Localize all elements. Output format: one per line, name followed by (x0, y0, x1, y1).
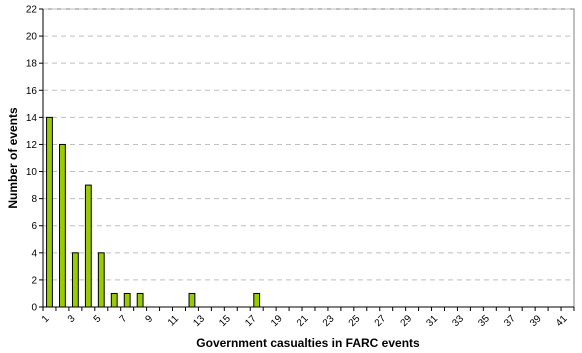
x-tick-label: 29 (399, 313, 415, 329)
x-tick-label: 17 (243, 313, 259, 329)
x-tick-label: 25 (347, 313, 363, 329)
x-tick-label: 39 (528, 313, 544, 329)
bar (110, 292, 118, 308)
y-tick-label: 20 (26, 32, 38, 43)
y-tick-labels: 0 2 4 6 8 10 12 14 16 18 20 22 (26, 5, 43, 314)
y-tick-label: 0 (31, 303, 37, 314)
x-tick-label: 41 (554, 313, 570, 329)
x-tick-label: 35 (476, 313, 492, 329)
gridlines (43, 8, 574, 281)
bar (188, 292, 196, 308)
x-tick-label: 11 (166, 313, 181, 328)
y-tick-label: 6 (31, 221, 37, 232)
x-axis-title: Government casualties in FARC events (196, 336, 420, 350)
y-tick-label: 16 (26, 86, 38, 97)
x-tick-label: 37 (502, 313, 518, 329)
x-tick-label: 1 (40, 313, 52, 325)
bar (84, 184, 92, 308)
bar (59, 143, 66, 308)
bar (46, 116, 53, 308)
x-tick-label: 23 (321, 313, 337, 329)
x-tick-label: 5 (92, 313, 104, 325)
bar (136, 292, 144, 308)
y-axis-title: Number of events (6, 107, 20, 209)
y-tick-label: 4 (31, 248, 37, 259)
x-tick-label: 15 (217, 313, 233, 329)
x-tick-labels: 1 3 5 7 9 11 13 15 17 19 21 23 25 27 29 31 33 35 37 39 41 (40, 307, 575, 329)
bar (253, 292, 261, 308)
x-tick-label: 31 (424, 313, 440, 329)
plot-area (42, 8, 575, 308)
y-tick-label: 8 (31, 194, 37, 205)
x-tick-label: 33 (450, 313, 466, 329)
x-tick-label: 21 (295, 313, 311, 329)
y-tick-label: 14 (26, 113, 38, 124)
bar (97, 252, 105, 308)
x-tick-label: 27 (373, 313, 389, 329)
y-tick-label: 12 (26, 140, 38, 151)
x-tick-label: 9 (143, 313, 155, 325)
y-tick-label: 22 (26, 5, 38, 16)
x-tick-label: 3 (66, 313, 78, 325)
y-tick-label: 10 (26, 167, 38, 178)
bar (123, 292, 131, 308)
x-tick-label: 7 (118, 313, 130, 325)
x-tick-label: 13 (191, 313, 207, 329)
x-tick-label: 19 (269, 313, 285, 329)
bar (71, 252, 79, 308)
y-tick-label: 18 (26, 59, 38, 70)
y-tick-label: 2 (31, 275, 37, 286)
